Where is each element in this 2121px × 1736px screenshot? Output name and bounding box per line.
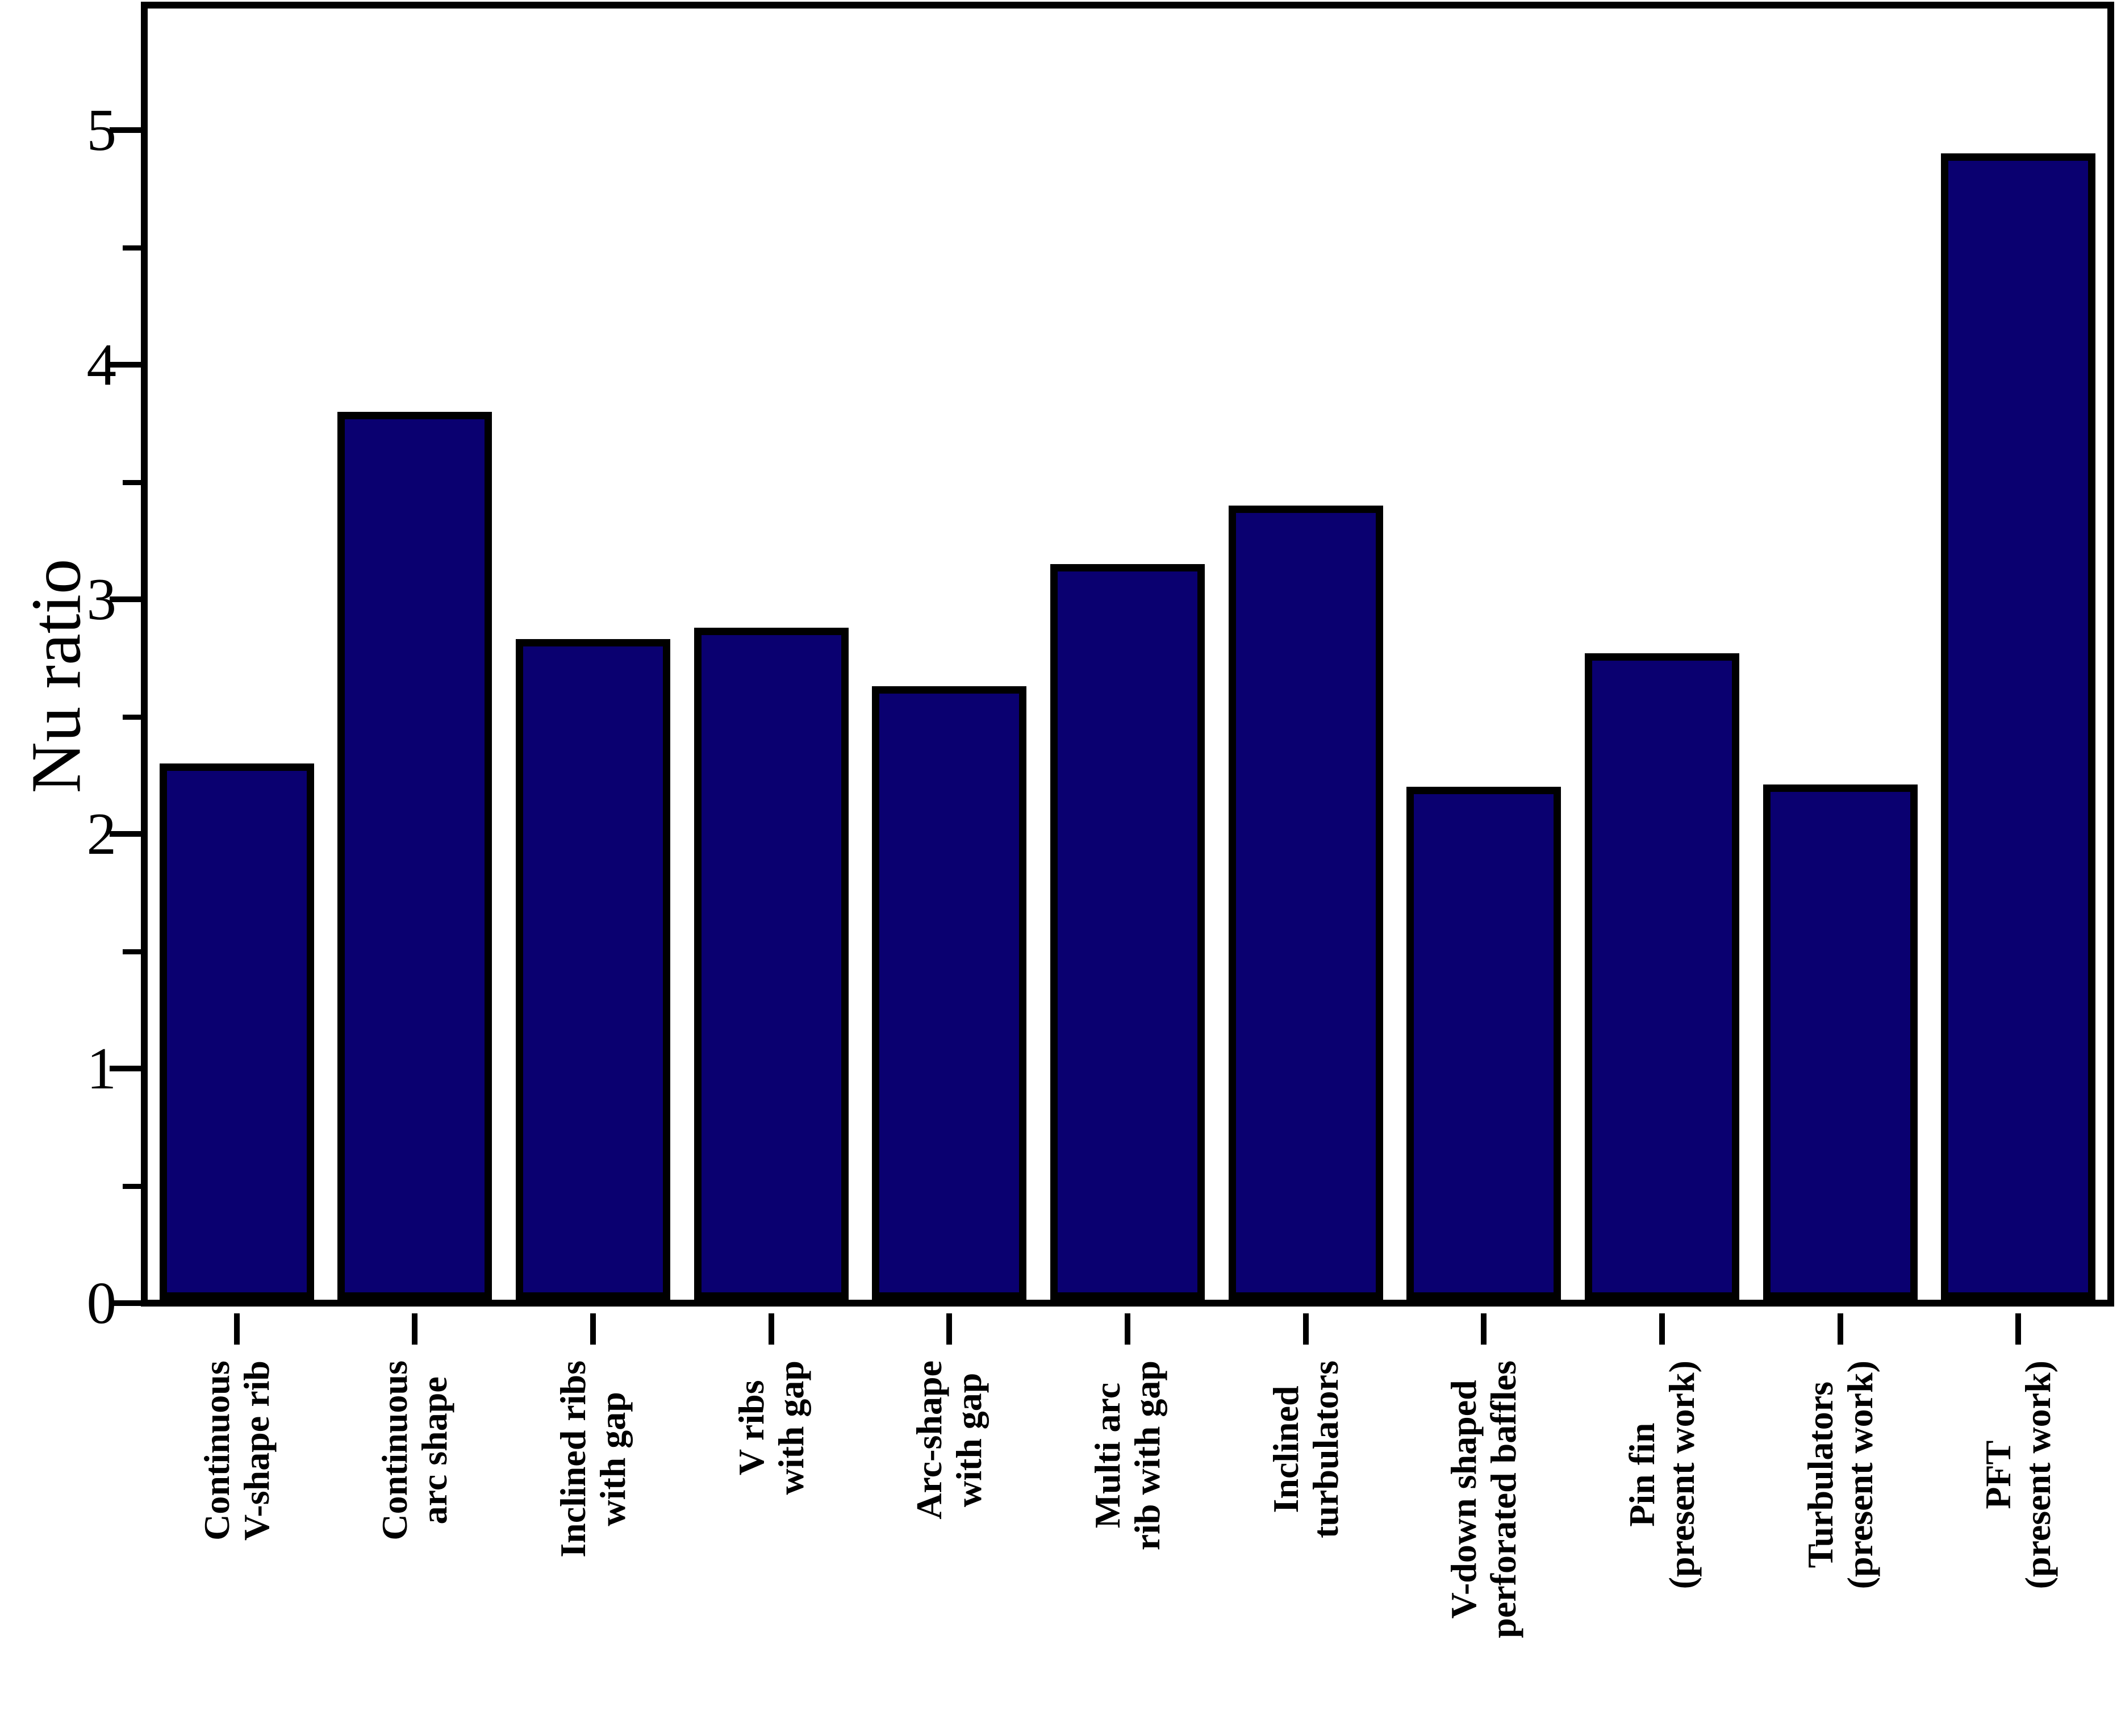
x-tick-label-line: Pin fin: [1622, 1422, 1662, 1527]
x-tick-label-line: turbulators: [1305, 1361, 1346, 1538]
bar-7: [1229, 506, 1383, 1300]
x-tick-label-line: (present work): [1840, 1361, 1880, 1589]
x-tick-label-line: V ribs: [731, 1380, 771, 1476]
x-tick-8: [1481, 1313, 1487, 1345]
bar-8: [1406, 787, 1561, 1300]
x-tick-label-5: Arc-shape with gap: [909, 1361, 989, 1520]
x-tick-label-6: Multi arc rib with gap: [1087, 1361, 1167, 1551]
bar-11: [1941, 153, 2095, 1300]
bar-6: [1050, 564, 1205, 1300]
x-tick-9: [1659, 1313, 1665, 1345]
x-tick-2: [412, 1313, 417, 1345]
x-tick-label-line: Multi arc: [1087, 1382, 1128, 1529]
x-tick-10: [1838, 1313, 1843, 1345]
bar-9: [1585, 653, 1739, 1300]
bar-2: [337, 412, 492, 1300]
y-major-tick-2: [110, 831, 141, 837]
y-minor-tick-4.5: [123, 245, 141, 251]
y-minor-tick-2.5: [123, 714, 141, 720]
x-tick-label-line: with gap: [592, 1392, 633, 1526]
x-tick-label-line: Continuous: [197, 1361, 237, 1541]
x-tick-label-1: Continuous V-shape rib: [197, 1361, 277, 1541]
y-minor-tick-0.5: [123, 1183, 141, 1189]
x-tick-label-line: PFT: [1978, 1440, 2018, 1509]
x-tick-label-4: V ribs with gap: [731, 1361, 811, 1495]
x-tick-3: [590, 1313, 596, 1345]
y-major-tick-4: [110, 362, 141, 368]
y-tick-label-1: 1: [86, 1035, 117, 1101]
x-tick-label-8: V-down shaped perforated baffles: [1443, 1361, 1523, 1638]
plot-area: [141, 2, 2114, 1307]
x-tick-label-10: Turbulators (present work): [1800, 1361, 1880, 1589]
x-tick-label-line: Continuous: [374, 1361, 415, 1541]
y-major-tick-5: [110, 127, 141, 133]
y-major-tick-1: [110, 1066, 141, 1071]
x-tick-label-line: (present work): [1661, 1361, 1702, 1589]
y-tick-label-3: 3: [86, 566, 117, 632]
x-tick-label-2: Continuous arc shape: [374, 1361, 454, 1541]
y-tick-label-2: 2: [86, 800, 117, 867]
y-minor-tick-3.5: [123, 479, 141, 485]
x-tick-label-line: arc shape: [414, 1376, 454, 1525]
x-tick-label-line: (present work): [2018, 1361, 2058, 1589]
x-tick-label-7: Inclined turbulators: [1266, 1361, 1346, 1538]
x-tick-label-line: V-down shaped: [1443, 1380, 1484, 1619]
x-tick-label-line: Inclined: [1266, 1386, 1306, 1513]
x-tick-5: [946, 1313, 952, 1345]
bar-4: [694, 628, 849, 1300]
bar-5: [872, 686, 1026, 1300]
bar-10: [1763, 784, 1918, 1300]
x-tick-label-line: V-shape rib: [236, 1361, 277, 1541]
y-major-tick-0: [110, 1300, 141, 1306]
x-tick-6: [1125, 1313, 1130, 1345]
bar-1: [160, 763, 314, 1300]
y-tick-label-0: 0: [86, 1270, 117, 1336]
x-tick-1: [234, 1313, 240, 1345]
y-tick-label-5: 5: [86, 97, 117, 163]
x-tick-label-line: Turbulators: [1800, 1381, 1840, 1568]
x-tick-label-11: PFT (present work): [1978, 1361, 2058, 1589]
y-major-tick-3: [110, 596, 141, 602]
y-minor-tick-1.5: [123, 949, 141, 954]
bar-3: [516, 639, 670, 1300]
x-tick-7: [1303, 1313, 1309, 1345]
x-tick-label-3: Inclined ribs with gap: [553, 1361, 633, 1558]
x-tick-label-line: perforated baffles: [1483, 1361, 1523, 1638]
x-tick-label-9: Pin fin (present work): [1622, 1361, 1702, 1589]
x-tick-label-line: Arc-shape: [909, 1361, 949, 1520]
x-tick-label-line: Inclined ribs: [553, 1361, 593, 1558]
x-tick-11: [2015, 1313, 2021, 1345]
x-tick-label-line: rib with gap: [1127, 1361, 1167, 1551]
x-tick-4: [769, 1313, 774, 1345]
y-tick-label-4: 4: [86, 331, 117, 398]
x-tick-label-line: with gap: [949, 1372, 989, 1508]
x-tick-label-line: with gap: [771, 1361, 811, 1495]
